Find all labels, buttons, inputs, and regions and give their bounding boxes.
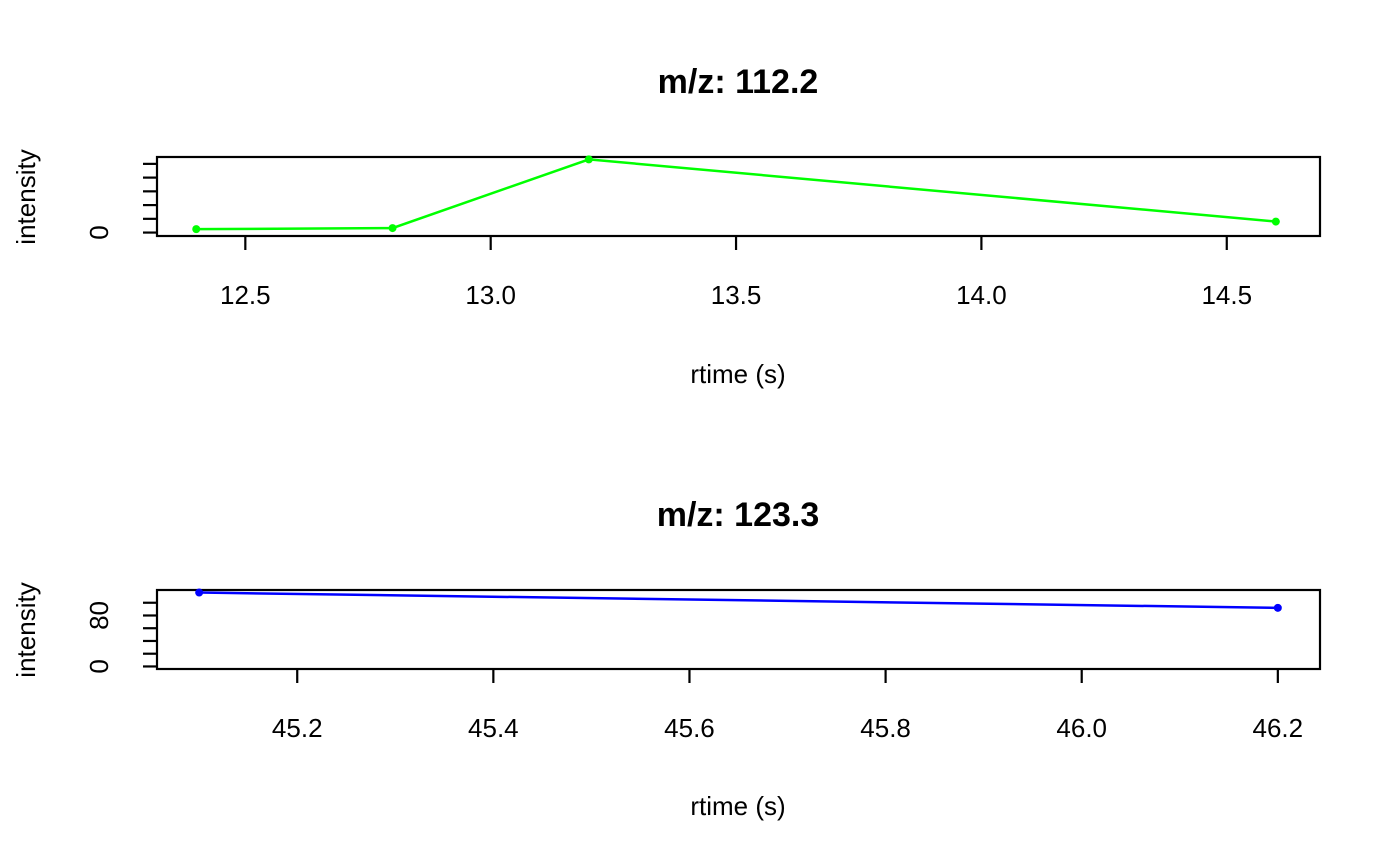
panel-1: m/z: 112.2 rtime (s) intensity 12.5 13.0 1… — [11, 63, 1322, 389]
panel-1-x-tick-label: 13.0 — [465, 280, 516, 310]
panel-1-x-tick-label: 12.5 — [220, 280, 271, 310]
panel-2-x-tick-label: 46.2 — [1253, 713, 1304, 743]
panel-2-series — [195, 588, 1282, 612]
panel-1-series — [192, 155, 1280, 234]
panel-1-x-tick-label: 14.0 — [956, 280, 1007, 310]
panel-1-plot-frame — [155, 155, 1322, 238]
panel-2-y-ticks: 0 80 — [84, 601, 157, 674]
panel-1-data-point — [192, 225, 201, 234]
panel-2-x-tick-label: 45.6 — [664, 713, 715, 743]
panel-1-data-point — [1271, 217, 1280, 226]
panel-1-title: m/z: 112.2 — [658, 63, 819, 101]
panel-2-series-line — [199, 591, 1278, 610]
panel-2-x-tick-label: 45.2 — [272, 713, 323, 743]
panel-2-plot-frame — [155, 588, 1322, 671]
panel-2-y-tick-label: 80 — [84, 601, 114, 630]
panel-2-x-tick-label: 45.4 — [468, 713, 519, 743]
panel-2-y-axis-label: intensity — [11, 582, 41, 677]
panel-1-x-axis-label: rtime (s) — [690, 359, 785, 389]
panel-2-data-point — [1273, 603, 1282, 612]
panel-1-y-tick-label: 0 — [84, 225, 114, 239]
panel-2-title: m/z: 123.3 — [657, 496, 820, 534]
panel-2-x-axis-label: rtime (s) — [690, 791, 785, 821]
panel-2-x-tick-label: 46.0 — [1056, 713, 1107, 743]
panel-1-x-tick-label: 14.5 — [1201, 280, 1252, 310]
panel-2-x-tick-label: 45.8 — [860, 713, 911, 743]
panel-2-y-tick-label: 0 — [84, 659, 114, 673]
panel-1-data-point — [584, 155, 593, 164]
panel-1-x-ticks: 12.5 13.0 13.5 14.0 14.5 — [220, 236, 1252, 310]
panel-1-series-line — [196, 158, 1276, 231]
panel-1-x-tick-label: 13.5 — [711, 280, 762, 310]
panel-2-data-point — [195, 588, 204, 597]
panel-1-y-axis-label: intensity — [11, 149, 41, 244]
panel-2-x-ticks: 45.2 45.4 45.6 45.8 46.0 46.2 — [272, 669, 1303, 743]
panel-2: m/z: 123.3 rtime (s) intensity 45.2 45.4 4… — [11, 496, 1322, 821]
panel-1-data-point — [388, 224, 397, 233]
panel-1-y-ticks: 0 — [84, 162, 157, 240]
